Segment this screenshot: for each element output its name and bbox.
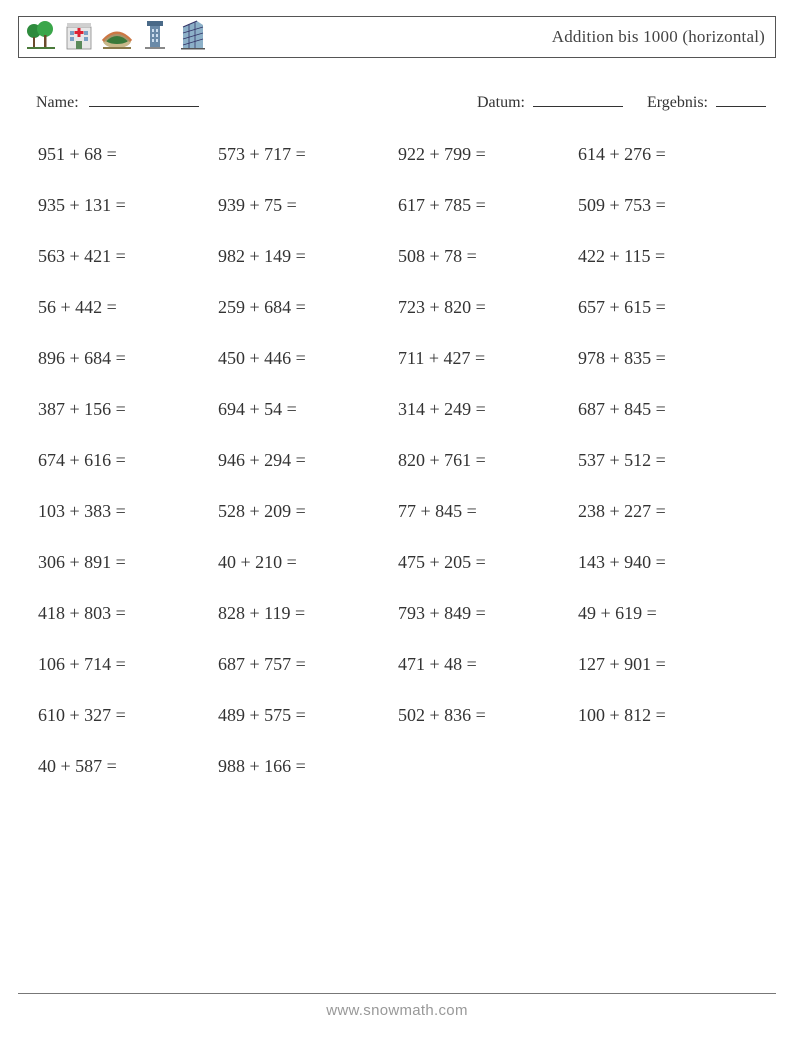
worksheet-page: Addition bis 1000 (horizontal) Name: Dat… [0, 0, 794, 1053]
problem-cell [398, 756, 578, 777]
meta-date: Datum: [477, 90, 623, 112]
problem-cell: 935 + 131 = [38, 195, 218, 216]
problem-cell: 509 + 753 = [578, 195, 758, 216]
problem-cell: 610 + 327 = [38, 705, 218, 726]
problem-cell: 537 + 512 = [578, 450, 758, 471]
office-building-icon [177, 19, 209, 56]
problem-cell: 657 + 615 = [578, 297, 758, 318]
problem-cell: 475 + 205 = [398, 552, 578, 573]
problem-cell: 422 + 115 = [578, 246, 758, 267]
problem-cell: 387 + 156 = [38, 399, 218, 420]
footer: www.snowmath.com [0, 993, 794, 1019]
header-box: Addition bis 1000 (horizontal) [18, 16, 776, 58]
problem-cell: 793 + 849 = [398, 603, 578, 624]
trees-icon [25, 19, 57, 56]
problem-cell: 471 + 48 = [398, 654, 578, 675]
problem-cell: 56 + 442 = [38, 297, 218, 318]
problem-cell: 951 + 68 = [38, 144, 218, 165]
problem-cell: 508 + 78 = [398, 246, 578, 267]
header-icons [25, 19, 209, 56]
problem-cell: 77 + 845 = [398, 501, 578, 522]
problem-cell: 922 + 799 = [398, 144, 578, 165]
problem-cell: 896 + 684 = [38, 348, 218, 369]
name-label: Name: [36, 94, 79, 112]
problem-cell: 40 + 210 = [218, 552, 398, 573]
problem-cell: 100 + 812 = [578, 705, 758, 726]
problems-grid: 951 + 68 =573 + 717 =922 + 799 =614 + 27… [38, 144, 776, 777]
problem-cell: 674 + 616 = [38, 450, 218, 471]
result-label: Ergebnis: [647, 94, 708, 111]
problem-cell: 687 + 757 = [218, 654, 398, 675]
meta-result: Ergebnis: [647, 90, 766, 112]
problem-cell: 49 + 619 = [578, 603, 758, 624]
footer-divider [18, 993, 776, 994]
problem-cell: 988 + 166 = [218, 756, 398, 777]
problem-cell: 982 + 149 = [218, 246, 398, 267]
problem-cell: 314 + 249 = [398, 399, 578, 420]
problem-cell: 946 + 294 = [218, 450, 398, 471]
hospital-icon [63, 19, 95, 56]
problem-cell: 694 + 54 = [218, 399, 398, 420]
problem-cell: 259 + 684 = [218, 297, 398, 318]
worksheet-title: Addition bis 1000 (horizontal) [552, 27, 765, 47]
name-blank[interactable] [89, 90, 199, 107]
problem-cell: 828 + 119 = [218, 603, 398, 624]
problem-cell: 106 + 714 = [38, 654, 218, 675]
problem-cell: 687 + 845 = [578, 399, 758, 420]
problem-cell: 450 + 446 = [218, 348, 398, 369]
meta-name: Name: [36, 90, 199, 112]
footer-text: www.snowmath.com [0, 1002, 794, 1019]
problem-cell: 617 + 785 = [398, 195, 578, 216]
problem-cell: 489 + 575 = [218, 705, 398, 726]
stadium-icon [101, 19, 133, 56]
date-blank[interactable] [533, 90, 623, 107]
problem-cell: 143 + 940 = [578, 552, 758, 573]
problem-cell: 820 + 761 = [398, 450, 578, 471]
problem-cell: 563 + 421 = [38, 246, 218, 267]
problem-cell: 306 + 891 = [38, 552, 218, 573]
problem-cell: 978 + 835 = [578, 348, 758, 369]
problem-cell [578, 756, 758, 777]
result-blank[interactable] [716, 90, 766, 107]
problem-cell: 103 + 383 = [38, 501, 218, 522]
problem-cell: 573 + 717 = [218, 144, 398, 165]
problem-cell: 711 + 427 = [398, 348, 578, 369]
date-label: Datum: [477, 94, 525, 111]
problem-cell: 238 + 227 = [578, 501, 758, 522]
problem-cell: 723 + 820 = [398, 297, 578, 318]
tower-icon [139, 19, 171, 56]
problem-cell: 528 + 209 = [218, 501, 398, 522]
problem-cell: 40 + 587 = [38, 756, 218, 777]
meta-row: Name: Datum: Ergebnis: [36, 90, 766, 112]
problem-cell: 502 + 836 = [398, 705, 578, 726]
problem-cell: 418 + 803 = [38, 603, 218, 624]
problem-cell: 614 + 276 = [578, 144, 758, 165]
problem-cell: 939 + 75 = [218, 195, 398, 216]
problem-cell: 127 + 901 = [578, 654, 758, 675]
